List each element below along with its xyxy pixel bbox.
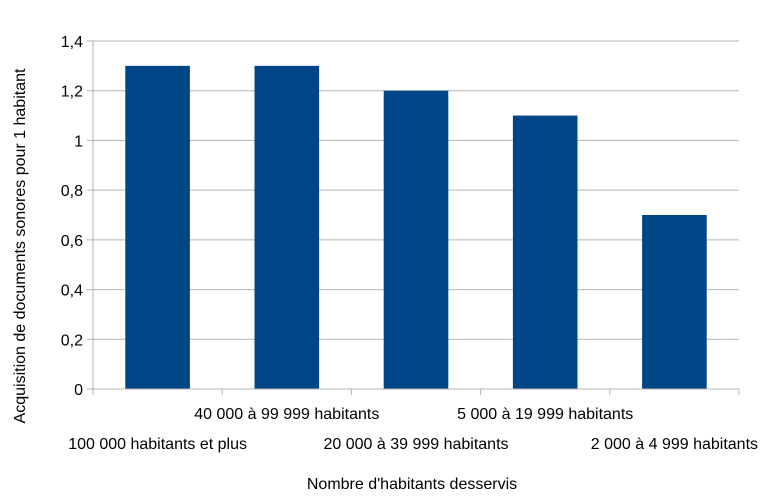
- bar: [125, 65, 190, 389]
- y-tick-labels: 0 0,2 0,4 0,6 0,8 1 1,2 1,4: [61, 34, 83, 399]
- y-tick-label: 1,2: [61, 84, 83, 101]
- x-category-label: 2 000 à 4 999 habitants: [591, 436, 758, 453]
- y-tick-label: 0,8: [61, 183, 83, 200]
- y-tick-label: 1: [74, 133, 83, 150]
- bars: [125, 65, 707, 390]
- axes: [87, 40, 740, 395]
- x-category-labels: 100 000 habitants et plus 40 000 à 99 999…: [68, 406, 758, 453]
- y-tick-label: 0,2: [61, 332, 83, 349]
- x-category-label: 40 000 à 99 999 habitants: [194, 406, 379, 423]
- y-tick-label: 1,4: [61, 34, 83, 51]
- x-category-label: 20 000 à 39 999 habitants: [323, 436, 508, 453]
- bar: [512, 115, 578, 390]
- y-tick-label: 0,4: [61, 283, 83, 300]
- y-axis-title: Acquisition de documents sonores pour 1 …: [12, 68, 29, 423]
- bar: [383, 90, 449, 389]
- x-category-label: 5 000 à 19 999 habitants: [457, 406, 633, 423]
- bar: [254, 65, 320, 389]
- bar: [642, 215, 707, 389]
- y-tick-label: 0: [74, 382, 83, 399]
- x-axis-title: Nombre d'habitants desservis: [307, 476, 517, 492]
- y-tick-label: 0,6: [61, 233, 83, 250]
- x-category-label: 100 000 habitants et plus: [68, 436, 247, 453]
